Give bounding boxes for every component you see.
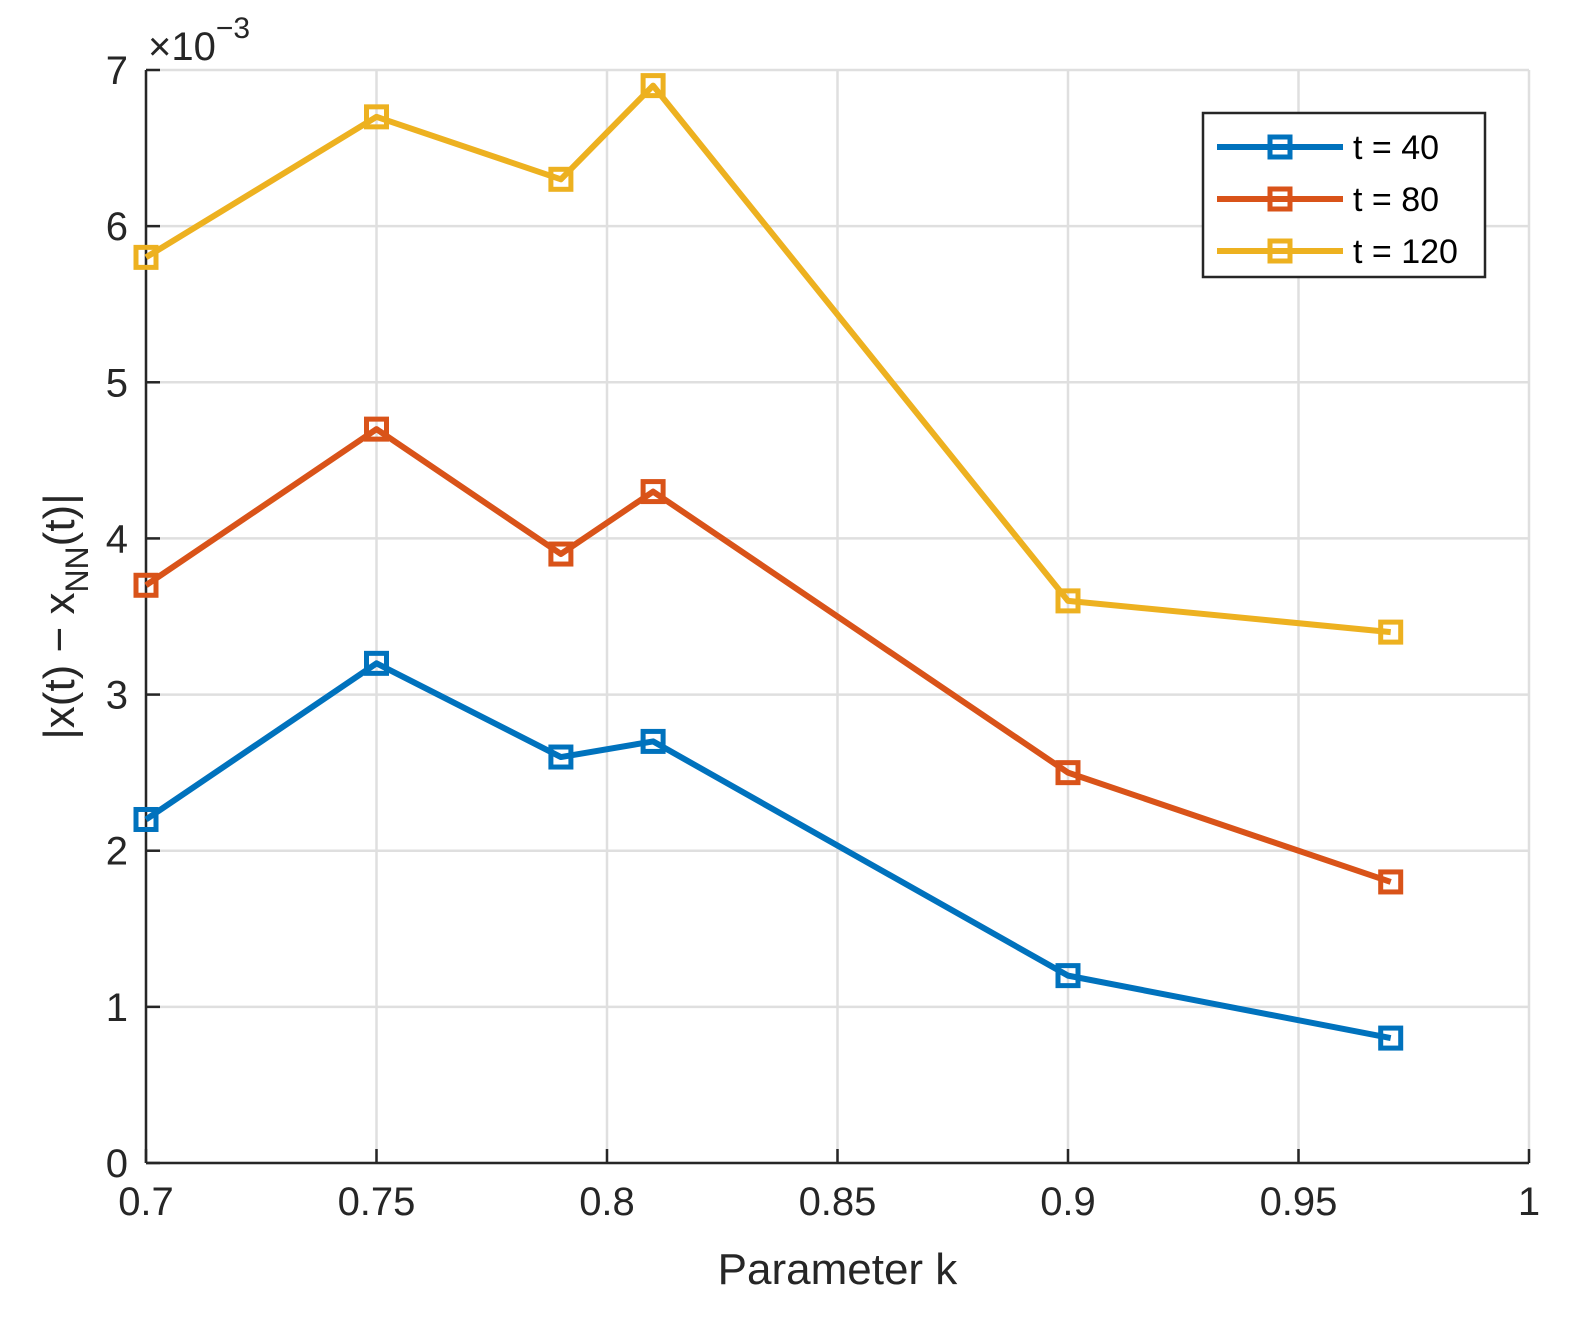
legend-label: t = 40	[1353, 129, 1439, 167]
y-tick-label: 1	[106, 986, 128, 1030]
series-line	[144, 660, 1392, 1042]
data-point-marker	[1378, 619, 1404, 645]
data-point-marker	[364, 104, 389, 130]
x-tick-label: 0.7	[118, 1180, 174, 1224]
series-line	[144, 426, 1392, 885]
legend-entry: t = 40	[1217, 129, 1439, 167]
legend-entry: t = 80	[1217, 181, 1439, 219]
legend-entry: t = 120	[1217, 233, 1458, 271]
y-axis-label: |x(t) − xNN(t)|	[35, 493, 95, 739]
x-tick-label: 0.95	[1260, 1180, 1338, 1224]
series-2	[133, 73, 1404, 645]
data-point-marker	[364, 650, 389, 676]
data-point-marker	[548, 166, 574, 192]
y-tick-label: 4	[106, 517, 128, 561]
x-tick-label: 1	[1518, 1180, 1540, 1224]
data-point-marker	[1055, 963, 1081, 989]
data-point-marker	[640, 728, 666, 754]
legend-label: t = 120	[1353, 233, 1458, 271]
y-tick-label: 7	[106, 49, 128, 93]
data-point-marker	[133, 244, 159, 270]
y-tick-label: 0	[106, 1142, 128, 1186]
legend-marker-swatch	[1267, 134, 1293, 160]
data-point-marker	[548, 744, 574, 770]
x-tick-label: 0.85	[799, 1180, 877, 1224]
y-tick-label: 3	[106, 674, 128, 718]
series-line	[144, 82, 1391, 636]
x-tick-label: 0.9	[1040, 1180, 1096, 1224]
data-point-marker	[548, 541, 574, 567]
y-exponent-power: −3	[216, 12, 250, 45]
y-tick-label: 5	[106, 361, 128, 405]
x-tick-label: 0.75	[338, 1180, 416, 1224]
data-point-marker	[1378, 869, 1404, 895]
data-point-marker	[1378, 1025, 1404, 1051]
legend-marker-swatch	[1267, 238, 1293, 264]
series-1	[133, 416, 1404, 895]
legend-marker-swatch	[1267, 186, 1293, 212]
x-tick-label: 0.8	[579, 1180, 635, 1224]
y-tick-label: 2	[106, 830, 128, 874]
data-point-marker	[640, 73, 666, 99]
data-point-marker	[1055, 760, 1081, 786]
data-point-marker	[133, 806, 159, 832]
data-point-marker	[133, 572, 159, 598]
data-point-marker	[364, 416, 389, 442]
series-0	[133, 650, 1404, 1051]
data-series	[133, 73, 1404, 1051]
legend-label: t = 80	[1353, 181, 1439, 219]
y-tick-label: 6	[106, 205, 128, 249]
x-axis-label: Parameter k	[718, 1245, 959, 1294]
data-point-marker	[640, 479, 666, 505]
legend: t = 40 t = 80 t = 120	[1201, 111, 1487, 279]
data-point-marker	[1055, 588, 1081, 614]
